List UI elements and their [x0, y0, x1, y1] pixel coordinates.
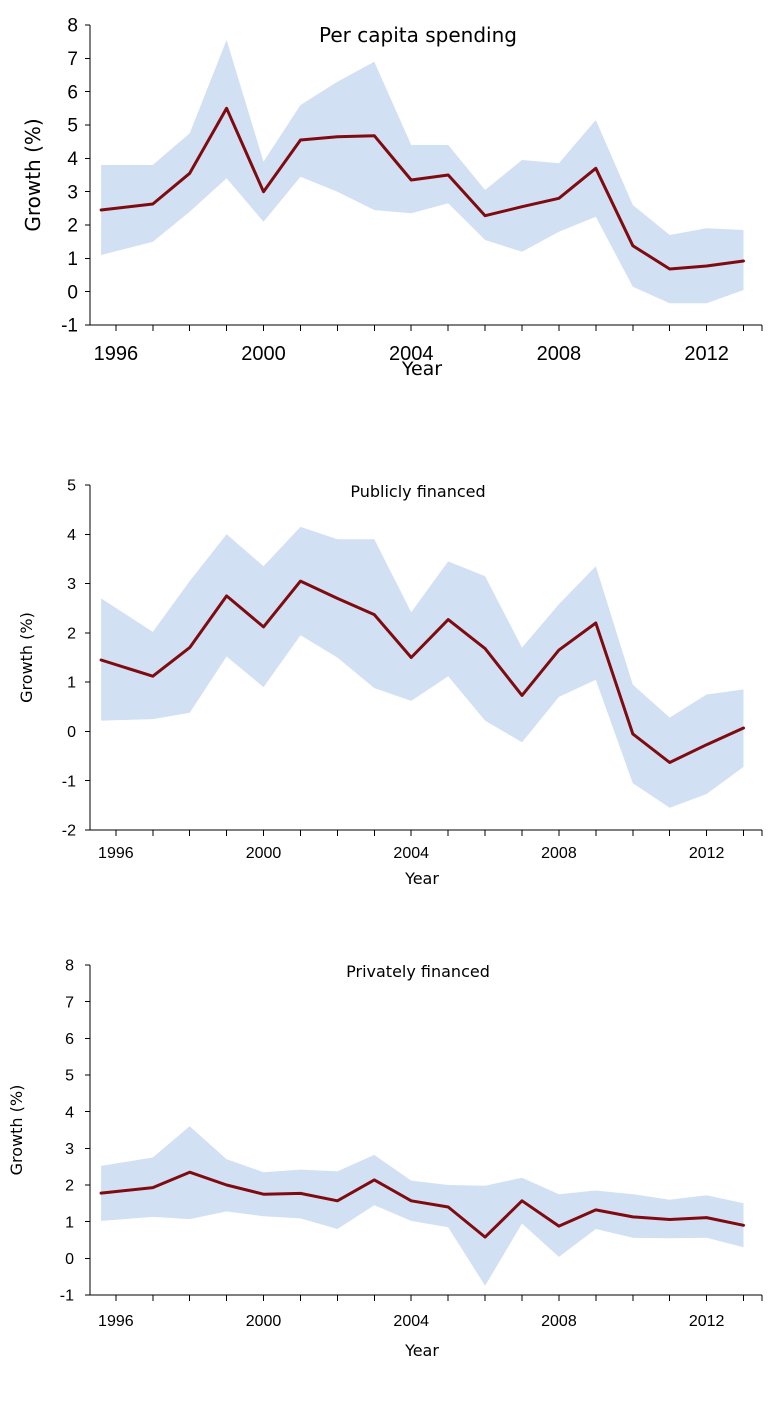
- y-tick-label: 5: [67, 116, 78, 137]
- y-tick-label: 4: [67, 149, 78, 170]
- x-tick-label: 2000: [241, 343, 286, 365]
- chart-privately-financed: -1 0 1 2 3 4 5 6 7 8 1996 2000 2004 2008 2012 Privately…: [7, 958, 763, 1360]
- x-tick-label: 1996: [94, 343, 139, 365]
- y-tick-label: 3: [67, 182, 78, 203]
- y-tick-label: 1: [65, 1214, 74, 1231]
- y-tick-label: 1: [67, 675, 76, 692]
- x-axis-label: Year: [404, 869, 439, 888]
- x-tick-label: 2008: [537, 343, 582, 365]
- growth-series-line: [99, 579, 745, 764]
- y-tick-label: 2: [67, 625, 76, 642]
- y-tick-label: 4: [67, 527, 76, 544]
- chart-publicly-financed: -2 -1 0 1 2 3 4 5 1996 2000 2004 2008 2012 Publicly f…: [17, 478, 763, 888]
- y-tick-label: 5: [65, 1068, 74, 1085]
- x-tick-label: 2000: [246, 1313, 282, 1330]
- y-tick-label: 1: [67, 249, 78, 270]
- growth-series-line: [99, 106, 745, 271]
- y-tick-label: 5: [67, 478, 76, 495]
- x-tick-label: 2004: [389, 343, 434, 365]
- chart-title: Privately financed: [346, 962, 490, 981]
- y-tick-label: 0: [67, 282, 78, 303]
- y-tick-label: 6: [65, 1031, 74, 1048]
- y-tick-label: 8: [67, 16, 78, 37]
- x-tick-label: 1996: [98, 1313, 134, 1330]
- y-tick-label: 8: [65, 958, 74, 975]
- y-tick-label: 2: [65, 1178, 74, 1195]
- x-tick-label: 2012: [689, 1313, 725, 1330]
- y-axis-label: Growth (%): [17, 612, 36, 703]
- y-tick-label: 6: [67, 82, 78, 103]
- y-tick-label: -2: [62, 823, 76, 840]
- y-axis-label: Growth (%): [21, 118, 45, 231]
- confidence-band: [101, 1126, 744, 1286]
- x-axis-label: Year: [401, 358, 442, 380]
- x-tick-label: 2004: [393, 1313, 429, 1330]
- y-tick-label: 0: [67, 724, 76, 741]
- y-tick-label: 0: [65, 1251, 74, 1268]
- x-axis-label: Year: [404, 1341, 439, 1360]
- y-tick-label: 3: [67, 576, 76, 593]
- y-tick-label: 7: [67, 49, 78, 70]
- y-axis-label: Growth (%): [7, 1085, 26, 1176]
- y-tick-label: -1: [62, 773, 76, 790]
- chart-per-capita-spending: -1 0 1 2 3 4 5 6 7 8 1996 2000 2004 2008 2012 Per capit…: [21, 16, 763, 380]
- x-tick-label: 1996: [98, 845, 134, 862]
- y-tick-label: 3: [65, 1141, 74, 1158]
- y-tick-label: 7: [65, 994, 74, 1011]
- y-tick-label: -1: [60, 1288, 74, 1305]
- x-tick-label: 2004: [393, 845, 429, 862]
- x-tick-label: 2000: [246, 845, 282, 862]
- chart-title: Publicly financed: [350, 482, 485, 501]
- x-tick-label: 2012: [684, 343, 729, 365]
- x-tick-label: 2012: [689, 845, 725, 862]
- x-tick-label: 2008: [541, 845, 577, 862]
- confidence-band: [101, 526, 744, 808]
- chart-title: Per capita spending: [319, 23, 517, 47]
- x-tick-label: 2008: [541, 1313, 577, 1330]
- y-tick-label: 2: [67, 216, 78, 237]
- y-tick-label: -1: [61, 316, 78, 337]
- growth-series-line: [99, 1170, 745, 1239]
- confidence-band: [101, 40, 744, 304]
- y-tick-label: 4: [65, 1104, 74, 1121]
